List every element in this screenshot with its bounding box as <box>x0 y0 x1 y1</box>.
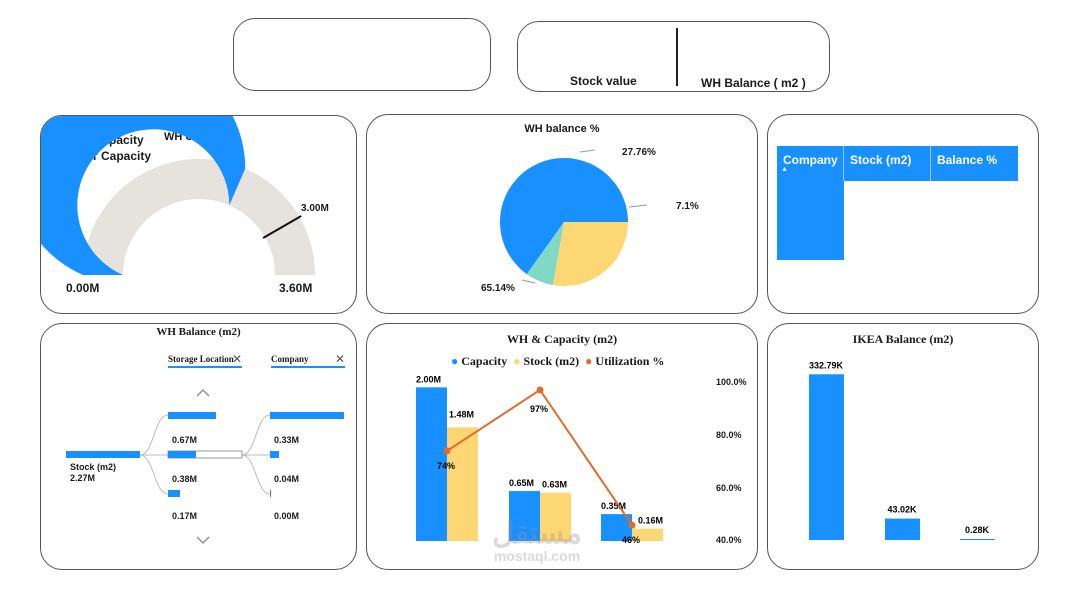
chevron-down-icon <box>196 536 210 544</box>
wh-balance-label: WH Balance ( m2 ) <box>701 76 806 90</box>
leader-line-1 <box>579 149 596 153</box>
ikea-bar[interactable] <box>809 374 844 540</box>
connector-lines <box>139 414 271 495</box>
level2-value-0: 0.33M <box>274 435 300 445</box>
ikea-chart: 332.79K 43.02K 0.28K <box>809 360 995 540</box>
filter-storage-location[interactable]: Storage Location ✕ <box>168 352 242 368</box>
stock-value-label: Stock value <box>570 74 637 88</box>
kpi-card-stock: Stock value WH Balance ( m2 ) <box>517 21 830 92</box>
level2-bar-1 <box>270 451 279 458</box>
ikea-bar-label: 0.28K <box>965 525 990 535</box>
ikea-bar[interactable] <box>960 539 995 540</box>
filter-company[interactable]: Company ✕ <box>271 352 345 368</box>
ikea-bar-label: 332.79K <box>809 360 844 370</box>
capacity-bar[interactable] <box>416 387 447 541</box>
axis-tick-80: 80.0% <box>716 430 742 440</box>
col-company[interactable]: Company ▲ <box>777 146 844 181</box>
stock-bar-label: 1.48M <box>449 409 474 419</box>
pie-label-yellow: 27.76% <box>622 147 656 158</box>
ikea-title: IKEA Balance (m2) <box>852 332 954 346</box>
stock-bar-label: 0.63M <box>542 480 567 490</box>
stock-bar[interactable] <box>540 492 571 541</box>
gauge-fill <box>41 116 246 275</box>
stock-bar-label: 0.16M <box>638 516 663 526</box>
capacity-bar-label: 0.35M <box>601 501 626 511</box>
level2-bar-0 <box>270 412 344 419</box>
close-icon[interactable]: ✕ <box>334 352 345 366</box>
axis-tick-100: 100.0% <box>716 377 747 387</box>
legend-utilization-icon: ● <box>585 354 593 368</box>
level1-value-2: 0.17M <box>172 511 198 521</box>
close-icon[interactable]: ✕ <box>231 352 242 366</box>
decomp-title: WH Balance (m2) <box>156 326 241 338</box>
pie-chart <box>500 149 648 286</box>
gauge-max-label: 3.60M <box>279 281 313 295</box>
capacity-bar-label: 2.00M <box>416 374 441 384</box>
level2-value-2: 0.00M <box>274 511 300 521</box>
ikea-balance-card[interactable]: IKEA Balance (m2) 332.79K 43.02K 0.28K <box>767 323 1039 570</box>
gauge-target-label: 3.00M <box>301 203 329 214</box>
capacity-legend: ● Capacity ● Stock (m2) ● Utilization % <box>451 354 665 368</box>
capacity-chart: 2.00M 1.48M 0.65M 0.63M 0.35M 0.16M 74% 97% 46% <box>416 374 663 545</box>
utilization-label: 74% <box>437 461 455 471</box>
sort-up-icon[interactable]: ▲ <box>781 166 788 173</box>
legend-stock-icon: ● <box>513 354 521 368</box>
col-balance-pct[interactable]: Balance % <box>937 153 998 167</box>
company-table-card[interactable]: Company ▲ Stock (m2) Balance % <box>767 114 1039 314</box>
root-bar <box>66 451 140 458</box>
utilization-label: 97% <box>530 404 548 414</box>
root-label: Stock (m2) <box>70 462 117 472</box>
level2-value-1: 0.04M <box>274 474 300 484</box>
pie-title: WH balance % <box>524 123 600 135</box>
stock-bar[interactable] <box>632 528 663 541</box>
level1-value-0: 0.67M <box>172 435 198 445</box>
gauge-target-marker <box>262 215 302 239</box>
leader-line-2 <box>628 204 648 208</box>
level2-bar-2 <box>270 490 271 497</box>
utilization-point[interactable] <box>536 386 544 394</box>
ikea-bar-label: 43.02K <box>887 505 917 515</box>
legend-capacity-icon: ● <box>451 354 459 368</box>
table-header: Company ▲ Stock (m2) Balance % <box>777 146 1018 181</box>
col-stock[interactable]: Stock (m2) <box>844 146 931 181</box>
utilization-point[interactable] <box>443 447 451 455</box>
gauge-chart <box>41 116 315 275</box>
kpi-card-blank <box>233 18 491 91</box>
gauge-min-label: 0.00M <box>66 281 100 295</box>
capacity-title: WH & Capacity (m2) <box>506 332 618 346</box>
decomp-tree <box>66 389 344 544</box>
root-value: 2.27M <box>70 473 96 483</box>
axis-tick-40: 40.0% <box>716 535 742 545</box>
ikea-bar[interactable] <box>885 518 920 540</box>
leader-line-3 <box>521 279 536 284</box>
wh-balance-pct-card[interactable]: WH balance % 27.76% 7.1% 65.14% <box>366 114 758 314</box>
level1-bar-1 <box>168 451 196 458</box>
level1-bar-0 <box>168 412 216 419</box>
pie-label-blue: 65.14% <box>481 283 515 294</box>
wh-utilization-card[interactable]: Over Capacity Under Capacity WH Utilizat… <box>40 115 357 314</box>
table-body-bar <box>777 181 844 260</box>
kpi-divider <box>676 28 678 86</box>
pie-slice[interactable] <box>552 222 628 286</box>
axis-tick-60: 60.0% <box>716 483 742 493</box>
level1-value-1: 0.38M <box>172 474 198 484</box>
stock-bar[interactable] <box>447 427 478 541</box>
pie-slice[interactable] <box>500 158 628 275</box>
gauge-track <box>83 159 315 275</box>
capacity-bar[interactable] <box>509 491 540 541</box>
pie-label-teal: 7.1% <box>676 201 699 212</box>
wh-capacity-card[interactable]: WH & Capacity (m2) ● Capacity ● Stock (m… <box>366 323 758 570</box>
watermark: مستقل mostaql.com <box>492 517 582 564</box>
level1-bar-2 <box>168 490 180 497</box>
capacity-bar-label: 0.65M <box>509 478 534 488</box>
pie-slice[interactable] <box>526 222 564 286</box>
utilization-point[interactable] <box>628 521 636 529</box>
utilization-label: 46% <box>622 535 640 545</box>
decomp-tree-card[interactable]: WH Balance (m2) Storage Location ✕ Compan… <box>40 323 357 570</box>
chevron-up-icon <box>196 389 210 397</box>
